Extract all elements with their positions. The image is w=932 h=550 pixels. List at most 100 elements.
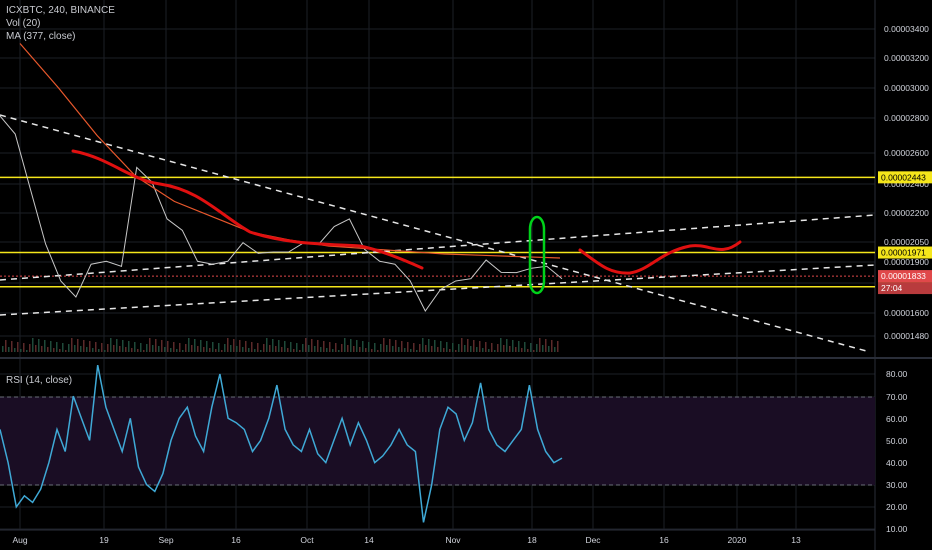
volume-bar [182,350,184,352]
volume-bar [404,348,406,352]
volume-bar [287,348,289,352]
time-tick-label: Sep [158,535,173,545]
price-tick-label: 0.00002200 [884,208,929,218]
volume-bar [236,346,238,352]
volume-bar [146,344,148,352]
volume-bar [56,342,58,352]
volume-bar [92,348,94,352]
price-tick-label: 0.00001600 [884,308,929,318]
volume-bar [110,338,112,352]
rsi-legend: RSI (14, close) [6,375,73,386]
volume-bar [518,341,520,352]
volume-bar [44,340,46,352]
volume-bar [461,338,463,352]
volume-bar [302,344,304,352]
volume-bar [224,344,226,352]
volume-bar [500,338,502,352]
volume-bar [134,342,136,352]
green-highlight-ellipse [528,215,546,295]
time-tick-label: 14 [364,535,374,545]
volume-bar [362,341,364,352]
volume-bar [269,345,271,352]
volume-bar [407,342,409,352]
volume-bar [86,347,88,352]
volume-bar [539,338,541,352]
volume-bar [131,348,133,352]
volume-bar [77,339,79,352]
volume-bar [413,343,415,352]
volume-bar [314,346,316,352]
volume-bar [245,341,247,352]
volume-bar [419,344,421,352]
price-tick-label: 0.00002400 [884,179,929,189]
volume-bar [128,341,130,352]
volume-bar [17,342,19,352]
volume-bar [335,343,337,352]
volume-bar [113,345,115,352]
volume-bar [389,339,391,352]
volume-bar [233,339,235,352]
volume-bar [248,348,250,352]
volume-bar [71,338,73,352]
price-tick-label: 0.00001900 [884,257,929,267]
volume-bar [455,350,457,352]
trendline-upper-rising [0,214,876,281]
volume-bar [263,344,265,352]
time-tick-label: Nov [445,535,461,545]
volume-bar [50,341,52,352]
time-tick-label: 16 [231,535,241,545]
volume-bar [368,342,370,352]
price-tick-label: 0.00003000 [884,83,929,93]
volume-bar [554,347,556,352]
volume-bar [482,348,484,352]
volume-bar [326,348,328,352]
volume-bar [344,338,346,352]
level-label-bg [878,171,932,184]
volume-bar [410,349,412,352]
volume-bar [116,339,118,352]
volume-bar [74,345,76,352]
volume-bar [275,346,277,352]
volume-bar [53,348,55,352]
rsi-tick-label: 50.00 [886,436,908,446]
volume-bar [545,339,547,352]
volume-bar [347,345,349,352]
current-price-label-bg [878,270,932,283]
volume-bar [143,350,145,352]
volume-bar [254,349,256,352]
volume-bar [323,341,325,352]
price-tick-label: 0.00001480 [884,331,929,341]
volume-bar [158,346,160,352]
volume-bar [35,345,37,352]
volume-bar [239,340,241,352]
volume-bar [251,342,253,352]
volume-bar [485,342,487,352]
volume-bar [176,349,178,352]
volume-bar [293,349,295,352]
trendline-lower-rising [0,264,876,316]
price-tick-label: 0.00002050 [884,237,929,247]
volume-bar [464,345,466,352]
volume-bar [32,338,34,352]
volume-bar [167,341,169,352]
volume-bar [296,343,298,352]
price-tick-label: 0.00002600 [884,148,929,158]
volume-bar [473,340,475,352]
volume-bar [215,349,217,352]
drawn-red-curve-projection [578,240,742,275]
volume-bar [284,341,286,352]
volume-bar [533,350,535,352]
volume-bar [65,350,67,352]
rsi-tick-label: 70.00 [886,392,908,402]
volume-bar [542,345,544,352]
drawn-red-curve-past [71,149,424,270]
volume-bar [29,344,31,352]
volume-bar [428,339,430,352]
volume-bar [320,347,322,352]
ma-legend: MA (377, close) [6,31,76,42]
volume-bar [476,347,478,352]
volume-bar [38,339,40,352]
price-tick-label: 0.00002800 [884,113,929,123]
volume-bar [5,340,7,352]
